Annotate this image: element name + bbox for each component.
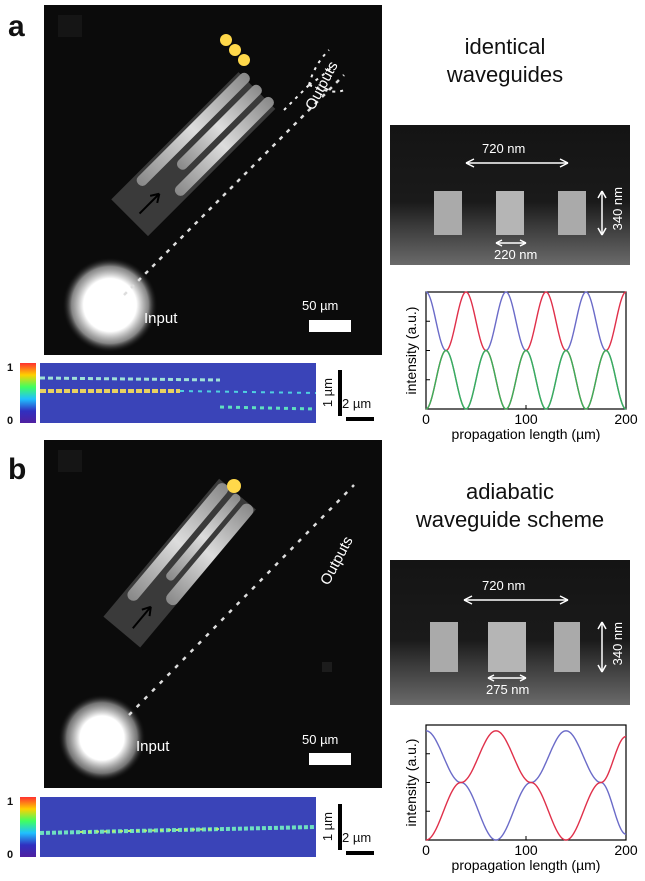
micro-a-input-label: Input — [144, 310, 178, 327]
panel-a-title: identical waveguides — [400, 33, 610, 89]
colorbar-a-max: 1 — [7, 362, 14, 374]
x-tick-label: 200 — [614, 411, 638, 427]
x-tick-label: 100 — [514, 411, 538, 427]
x-tick-label: 0 — [422, 411, 430, 427]
sem-a-graphic — [434, 158, 607, 247]
x-tick-label: 0 — [422, 842, 430, 858]
panel-b-intensity-map — [40, 797, 316, 857]
sem-b-gap-label: 275 nm — [486, 682, 530, 697]
panel-b-title-line1: adiabatic — [465, 479, 555, 504]
heat-a-vscale-label: 1 µm — [320, 378, 335, 408]
sem-a-width-label: 720 nm — [482, 141, 526, 156]
panel-a-title-line1: identical — [464, 34, 546, 59]
panel-a-title-line2: waveguides — [446, 62, 564, 87]
x-tick-label: 200 — [614, 842, 638, 858]
micrograph-b-graphic — [58, 450, 355, 782]
chart-a-svg: 0 100 200 propagation length (µm) intensity … — [403, 291, 638, 442]
sem-b-height-label: 340 nm — [610, 622, 625, 666]
panel-b-colorbar — [20, 797, 36, 857]
panel-a-colorbar — [20, 363, 36, 423]
colorbar-a-min: 0 — [7, 415, 14, 427]
micro-b-input-label: Input — [136, 738, 170, 755]
panel-a-intensity-map — [40, 363, 316, 423]
heat-a-hscale-label: 2 µm — [342, 396, 372, 411]
panel-a-micrograph: 50 µm Input Outputs — [44, 5, 382, 355]
sem-b-width-label: 720 nm — [482, 578, 526, 593]
heat-a-hscale-bar — [346, 417, 374, 421]
heat-b-vscale-label: 1 µm — [320, 812, 335, 842]
micrograph-a-graphic — [58, 15, 351, 353]
panel-b-title: adiabatic waveguide scheme — [400, 478, 620, 534]
heatmap-a-graphic — [40, 363, 316, 423]
micro-b-scale-label: 50 µm — [302, 732, 339, 747]
heat-a-vscale-bar — [338, 370, 342, 416]
x-tick-label: 100 — [514, 842, 538, 858]
chart-a: 0 100 200 propagation length (µm) intensity … — [396, 282, 638, 452]
y-axis-label: intensity (a.u.) — [403, 307, 419, 395]
sem-a-gap-label: 220 nm — [494, 247, 538, 262]
panel-b-letter: b — [8, 453, 27, 486]
heat-b-hscale-bar — [346, 851, 374, 855]
plot-frame — [425, 724, 627, 841]
panel-a-letter: a — [8, 10, 25, 43]
series-line-green — [425, 349, 627, 410]
panel-b-micrograph: 50 µm Input Outputs — [44, 440, 382, 788]
micro-a-scale-label: 50 µm — [302, 298, 339, 313]
panel-a-sem-image: 720 nm 340 nm 220 nm — [390, 125, 630, 265]
chart-b: 0 100 200 propagation length (µm) intensity … — [396, 715, 638, 881]
x-axis-label: propagation length (µm) — [452, 426, 601, 442]
heat-b-hscale-label: 2 µm — [342, 830, 372, 845]
sem-a-height-label: 340 nm — [610, 187, 625, 231]
series-line-red — [425, 730, 627, 841]
chart-b-svg: 0 100 200 propagation length (µm) intensity … — [403, 724, 638, 873]
colorbar-b-max: 1 — [7, 796, 14, 808]
heatmap-b-graphic — [40, 797, 316, 857]
panel-b-title-line2: waveguide scheme — [415, 507, 605, 532]
colorbar-b-min: 0 — [7, 849, 14, 861]
x-axis-label: propagation length (µm) — [452, 857, 601, 873]
y-axis-label: intensity (a.u.) — [403, 739, 419, 827]
panel-b-sem-image: 720 nm 340 nm 275 nm — [390, 560, 630, 705]
heat-b-vscale-bar — [338, 804, 342, 850]
sem-b-graphic — [430, 595, 607, 682]
